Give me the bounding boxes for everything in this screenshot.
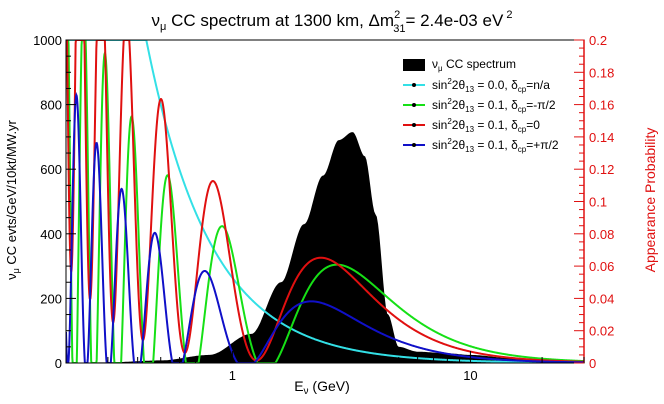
y-left-tick-label: 400 [40, 227, 62, 242]
y-left-axis-ticks: 0 200 400 600 800 1000 [33, 33, 76, 371]
legend-s1-post2: =-π/2 [526, 98, 556, 112]
legend-s2-post: = 0.1, δ [474, 118, 518, 132]
legend-marker-s3 [412, 143, 416, 147]
x-axis-label: Eν (GeV) [294, 378, 350, 397]
y-right-axis-ticks: 0 0.02 0.04 0.06 0.08 0.1 0.12 0.14 0.16 0.18 0.2 [574, 33, 614, 371]
legend-s2-sub2: cp [518, 125, 527, 134]
legend-s1-mid: 2θ [452, 98, 466, 112]
legend-s2-sub: 13 [465, 125, 474, 134]
y-left-nu: ν [4, 273, 19, 280]
y-left-tick-label: 0 [55, 356, 62, 371]
legend-s3-sup: 2 [447, 137, 452, 146]
y-right-tick-label: 0.18 [589, 65, 614, 80]
legend: νμ CC spectrum sin22θ13 = 0.0, δcp=n/a s… [403, 57, 559, 154]
legend-s2-post2: =0 [526, 118, 540, 132]
x-tick-label: 1 [229, 368, 236, 383]
y-right-tick-label: 0.14 [589, 130, 614, 145]
flux-area [66, 132, 584, 363]
legend-label-s3: sin22θ13 = 0.1, δcp=+π/2 [432, 137, 559, 154]
legend-entry-s0: sin22θ13 = 0.0, δcp=n/a [403, 77, 550, 94]
legend-s1-pre: sin [432, 98, 447, 112]
y-right-tick-label: 0.06 [589, 259, 614, 274]
legend-s3-post2: =+π/2 [526, 138, 559, 152]
y-right-tick-label: 0.08 [589, 227, 614, 242]
y-right-tick-label: 0.1 [589, 195, 607, 210]
probability-curves-layer [66, 40, 584, 363]
x-axis-ticks: 1 10 [65, 351, 585, 383]
legend-label-flux: νμ CC spectrum [432, 57, 516, 73]
title-sub31: 31 [393, 23, 405, 35]
legend-flux-pre: ν [432, 57, 438, 71]
legend-s3-sub: 13 [465, 145, 474, 154]
y-left-tick-label: 600 [40, 162, 62, 177]
curve-s2 [66, 40, 584, 363]
legend-marker-s1 [412, 103, 416, 107]
legend-s3-sub2: cp [518, 145, 527, 154]
title-tail: = 2.4e-03 eV [405, 11, 503, 30]
chart-title: νμ CC spectrum at 1300 km, Δm2 31= 2.4e-0… [152, 9, 513, 35]
legend-swatch-flux [403, 59, 425, 71]
legend-s1-sub2: cp [518, 105, 527, 114]
legend-s0-post: = 0.0, δ [474, 78, 518, 92]
legend-entry-s3: sin22θ13 = 0.1, δcp=+π/2 [403, 137, 559, 154]
legend-s3-post: = 0.1, δ [474, 138, 518, 152]
legend-s2-pre: sin [432, 118, 447, 132]
legend-s0-post2: =n/a [526, 78, 550, 92]
legend-s1-sup: 2 [447, 97, 452, 106]
legend-s2-mid: 2θ [452, 118, 466, 132]
legend-s0-sup: 2 [447, 77, 452, 86]
legend-s0-sub: 13 [465, 85, 474, 94]
title-sup2: 2 [394, 9, 400, 21]
y-left-axis-label: νμ CC evts/GeV/10kt/MW.yr [4, 119, 21, 279]
y-right-tick-label: 0.04 [589, 291, 614, 306]
y-right-tick-label: 0.16 [589, 98, 614, 113]
legend-label-s1: sin22θ13 = 0.1, δcp=-π/2 [432, 97, 556, 114]
y-left-rest: CC evts/GeV/10kt/MW.yr [4, 119, 19, 268]
legend-s3-pre: sin [432, 138, 447, 152]
legend-flux-post: CC spectrum [443, 57, 516, 71]
legend-flux-sub: μ [438, 64, 443, 73]
curve-s3 [66, 91, 584, 363]
y-right-tick-label: 0.2 [589, 33, 607, 48]
curve-s1 [66, 40, 584, 363]
flux-area-layer [66, 132, 584, 363]
title-mid: CC spectrum at 1300 km, Δm [166, 11, 394, 30]
legend-s1-sub: 13 [465, 105, 474, 114]
x-label-e: E [294, 378, 303, 394]
x-label-sub: ν [304, 386, 309, 397]
y-left-tick-label: 200 [40, 291, 62, 306]
curve-s0 [66, 40, 584, 363]
y-left-tick-label: 1000 [33, 33, 62, 48]
legend-s0-mid: 2θ [452, 78, 466, 92]
legend-s1-post: = 0.1, δ [474, 98, 518, 112]
title-ev-sup: 2 [503, 9, 512, 21]
legend-s3-mid: 2θ [452, 138, 466, 152]
legend-marker-s0 [412, 83, 416, 87]
legend-entry-s1: sin22θ13 = 0.1, δcp=-π/2 [403, 97, 556, 114]
y-right-tick-label: 0 [589, 356, 596, 371]
legend-marker-s2 [412, 123, 416, 127]
legend-s0-sub2: cp [518, 85, 527, 94]
legend-label-s2: sin22θ13 = 0.1, δcp=0 [432, 117, 540, 134]
y-left-mu: μ [11, 268, 21, 273]
y-right-tick-label: 0.02 [589, 324, 614, 339]
legend-label-s0: sin22θ13 = 0.0, δcp=n/a [432, 77, 550, 94]
x-tick-label: 10 [463, 368, 477, 383]
x-label-tail: (GeV) [309, 378, 350, 394]
legend-entry-s2: sin22θ13 = 0.1, δcp=0 [403, 117, 540, 134]
title-nu: ν [152, 11, 161, 30]
title-mu: μ [160, 21, 166, 33]
legend-s2-sup: 2 [447, 117, 452, 126]
legend-entry-flux: νμ CC spectrum [403, 57, 516, 73]
legend-s0-pre: sin [432, 78, 447, 92]
y-right-axis-label: Appearance Probability [642, 128, 658, 273]
y-left-tick-label: 800 [40, 98, 62, 113]
y-right-tick-label: 0.12 [589, 162, 614, 177]
